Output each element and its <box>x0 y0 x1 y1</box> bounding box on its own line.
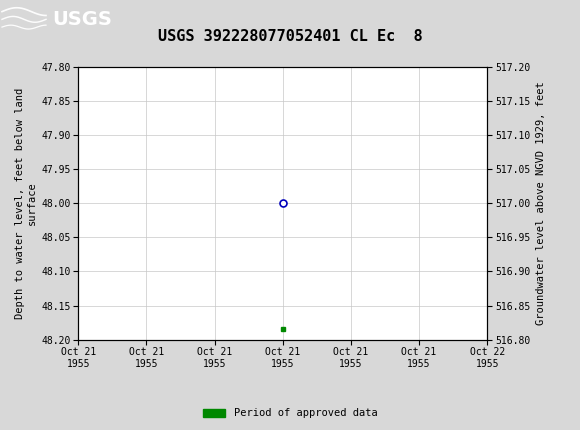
Legend: Period of approved data: Period of approved data <box>198 404 382 423</box>
Y-axis label: Depth to water level, feet below land
surface: Depth to water level, feet below land su… <box>14 88 37 319</box>
Y-axis label: Groundwater level above NGVD 1929, feet: Groundwater level above NGVD 1929, feet <box>536 81 546 325</box>
Text: USGS 392228077052401 CL Ec  8: USGS 392228077052401 CL Ec 8 <box>158 29 422 44</box>
Text: USGS: USGS <box>52 10 112 29</box>
